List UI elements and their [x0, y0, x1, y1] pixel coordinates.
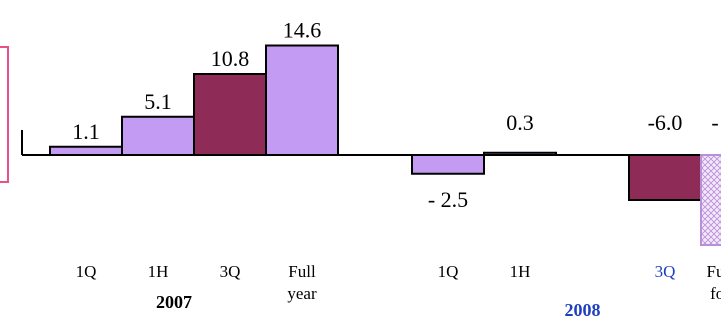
bar-2007-3q [193, 73, 267, 156]
bar-2008-1h [483, 151, 557, 156]
year-labels: 2007 2008 [156, 292, 601, 320]
bar-2008-full-year-forecast [700, 154, 721, 246]
value-labels: 1.1 5.1 10.8 14.6 - 2.5 0.3 -6.0 - 12.0 [72, 18, 721, 212]
value-label: 1.1 [72, 119, 100, 144]
category-label: 1Q [76, 262, 97, 281]
category-label: Full yearforecast [707, 262, 721, 303]
bar-2008-3q [628, 154, 702, 201]
category-label: 1H [510, 262, 531, 281]
category-label: 3Q [655, 262, 676, 281]
bar-2007-1q [49, 145, 123, 156]
bar-2007-1h [121, 115, 195, 156]
year-label-2008: 2008 [565, 300, 601, 320]
left-bracket-decoration [0, 46, 9, 183]
value-label: -6.0 [648, 110, 683, 135]
value-label: 5.1 [144, 89, 172, 114]
category-label: Full year [287, 262, 317, 303]
category-label: 1Q [438, 262, 459, 281]
bar-2008-1q [411, 154, 485, 175]
value-label: 14.6 [283, 18, 322, 43]
category-label: 3Q [220, 262, 241, 281]
bars [49, 44, 721, 246]
category-label: 1H [148, 262, 169, 281]
year-label-2007: 2007 [156, 292, 192, 312]
value-label: - 2.5 [428, 187, 468, 212]
value-label: 10.8 [211, 46, 250, 71]
value-label: 0.3 [506, 110, 534, 135]
bar-2007-full-year [265, 44, 339, 156]
value-label: - 12.0 [711, 110, 721, 135]
